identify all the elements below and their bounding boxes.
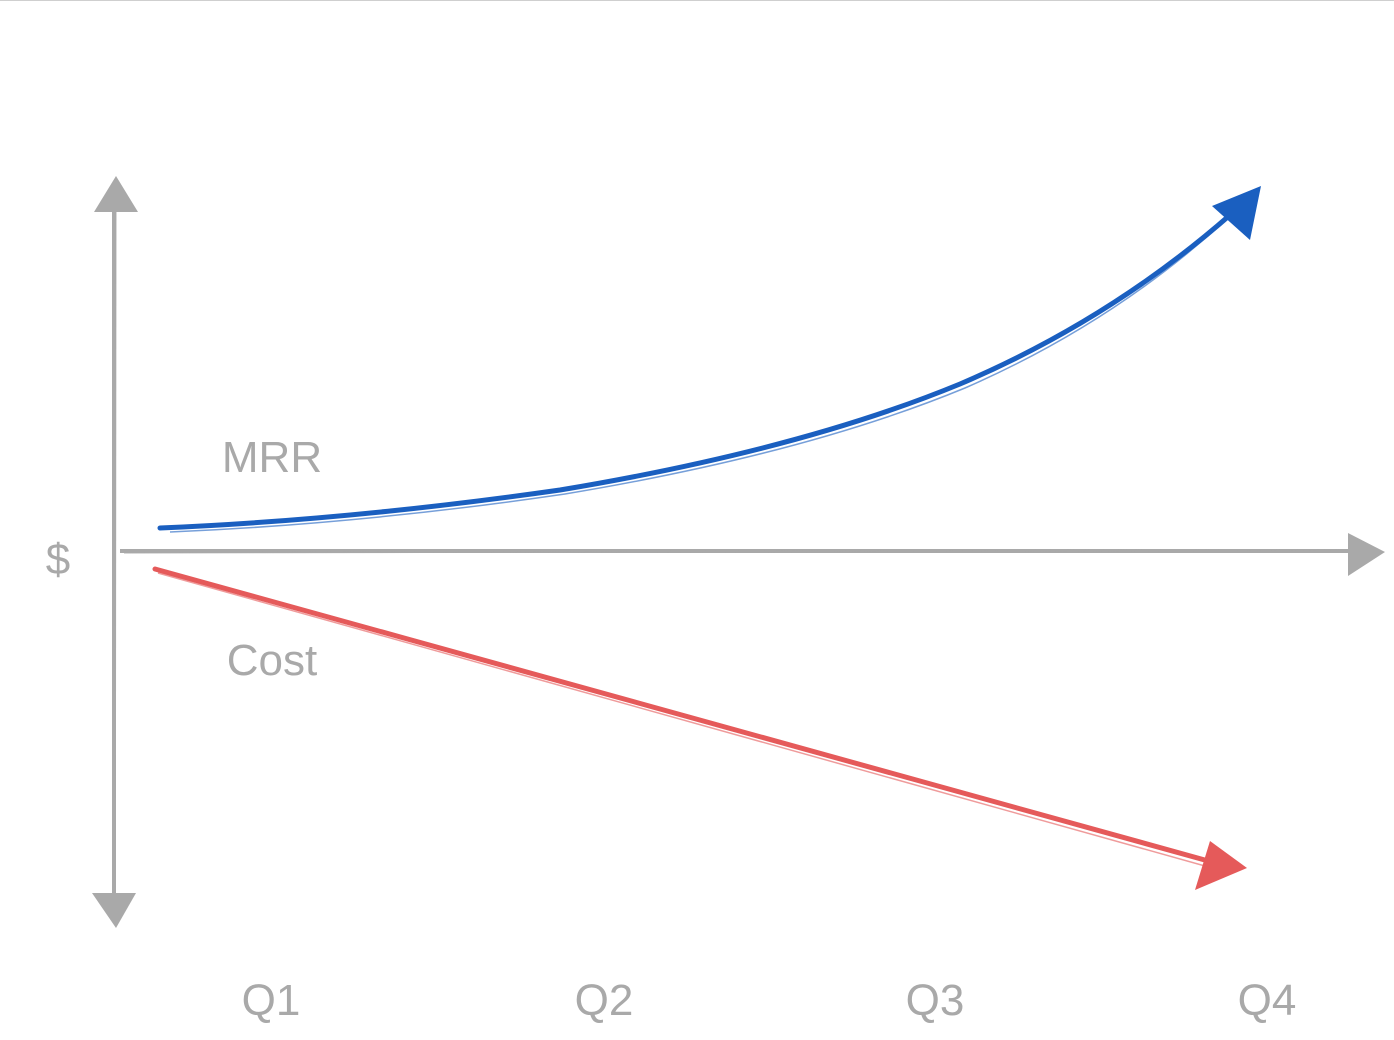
x-axis-arrowhead xyxy=(1348,533,1385,576)
y-axis xyxy=(92,176,138,928)
x-tick-label: Q3 xyxy=(906,976,965,1025)
x-axis-ticks: Q1 Q2 Q3 Q4 xyxy=(242,976,1297,1025)
mrr-arrowhead xyxy=(1212,186,1261,240)
y-axis-down-arrowhead xyxy=(92,893,136,928)
cost-series xyxy=(152,566,1247,890)
y-axis-up-arrowhead xyxy=(94,176,138,212)
x-tick-label: Q1 xyxy=(242,976,301,1025)
cost-arrowhead xyxy=(1195,841,1247,890)
cost-label: Cost xyxy=(227,636,317,685)
y-axis-label: $ xyxy=(46,535,70,584)
mrr-label: MRR xyxy=(222,433,322,482)
top-border-line xyxy=(0,0,1394,1)
mrr-curve xyxy=(157,212,1233,531)
mrr-series xyxy=(157,186,1261,533)
x-tick-label: Q4 xyxy=(1238,976,1297,1025)
x-axis xyxy=(120,533,1385,576)
x-tick-label: Q2 xyxy=(575,976,634,1025)
cost-line xyxy=(152,566,1215,865)
